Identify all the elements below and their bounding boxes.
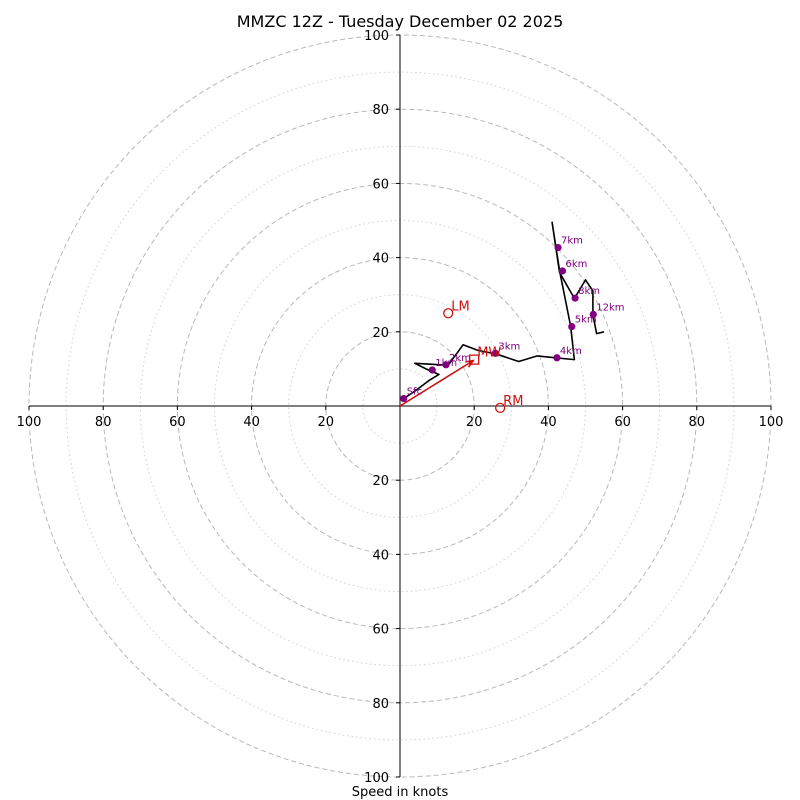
height-point-4km [553,354,561,362]
tick-label: 100 [759,415,784,430]
height-label-sfc: Sfc [407,387,422,398]
height-point-6km [558,267,567,275]
height-label-7km: 7km [561,236,583,247]
tick-label: 20 [372,326,389,341]
height-label-4km: 4km [560,346,582,357]
mean-wind-arrow [399,359,474,407]
tick-label: 40 [372,252,389,267]
tick-label: 20 [318,415,335,430]
rm-marker [495,402,506,414]
mean-wind-arrow-group [399,359,475,407]
chart-title: MMZC 12Z - Tuesday December 02 2025 [237,12,564,31]
height-point-sfc [400,394,408,403]
mean-wind-arrowhead [465,359,475,368]
tick-label: 60 [372,623,389,638]
tick-label: 80 [372,103,389,118]
height-point-3km [491,349,499,357]
tick-label: 100 [17,415,42,430]
height-label-12km: 12km [596,302,624,313]
tick-labels: 20 20 20 20 40 40 40 40 60 60 60 60 80 80 80 80 100 100 10… [17,29,784,786]
tick-label: 100 [364,29,389,44]
height-point-1km [428,366,436,374]
height-points: Sfc1km2km3km4km5km6km7km8km12km [400,236,625,403]
tick-label: 80 [689,415,706,430]
storm-motions: LM RM MW [443,299,523,414]
rm-label: RM [503,394,523,409]
x-axis-label: Speed in knots [352,785,449,800]
height-point-12km [589,310,597,318]
tick-label: 40 [540,415,557,430]
lm-label: LM [451,299,469,314]
height-point-7km [554,243,562,252]
tick-label: 100 [364,771,389,786]
height-label-3km: 3km [498,341,520,352]
height-label-5km: 5km [575,315,597,326]
tick-label: 60 [372,177,389,192]
tick-label: 80 [372,697,389,712]
height-label-8km: 8km [578,286,600,297]
tick-label: 80 [95,415,112,430]
tick-label: 40 [243,415,260,430]
tick-label: 20 [372,474,389,489]
mw-label: MW [477,346,501,361]
height-label-2km: 2km [449,353,471,364]
tick-label: 60 [169,415,186,430]
height-point-8km [571,294,579,302]
tick-label: 20 [466,415,483,430]
tick-label: 60 [614,415,631,430]
lm-marker [443,308,454,319]
height-label-6km: 6km [565,259,587,270]
mw-marker [469,354,480,365]
height-point-2km [442,361,450,369]
height-point-5km [568,323,576,331]
tick-label: 40 [372,548,389,563]
